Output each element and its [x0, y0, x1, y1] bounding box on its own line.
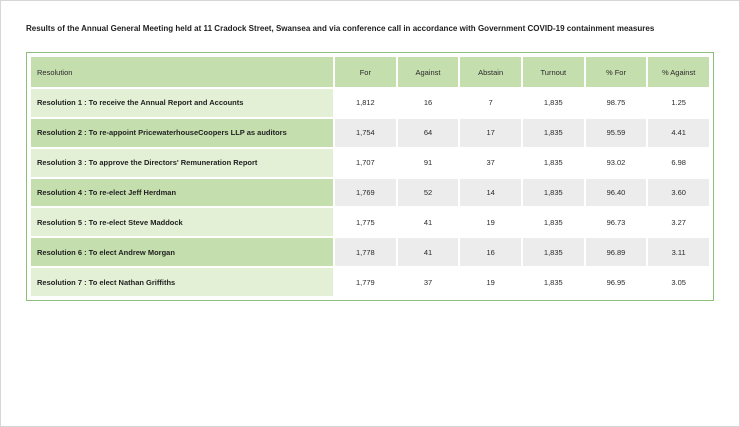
for-cell: 1,779 — [335, 268, 396, 296]
resolution-cell: Resolution 3 : To approve the Directors'… — [31, 148, 333, 177]
for-cell: 1,769 — [335, 178, 396, 207]
percent-for-cell: 96.89 — [585, 238, 647, 267]
for-cell: 1,707 — [335, 148, 396, 177]
resolution-cell: Resolution 7 : To elect Nathan Griffiths — [31, 268, 333, 296]
for-cell: 1,754 — [335, 118, 396, 147]
percent-against-cell: 3.05 — [648, 268, 709, 296]
turnout-cell: 1,835 — [522, 148, 584, 177]
percent-against-cell: 1.25 — [648, 89, 709, 117]
percent-against-cell: 3.11 — [648, 238, 709, 267]
table-header-row: Resolution For Against Abstain Turnout %… — [31, 57, 709, 87]
header-percent-against: % Against — [648, 57, 709, 87]
percent-against-cell: 3.60 — [648, 178, 709, 207]
turnout-cell: 1,835 — [522, 238, 584, 267]
resolution-cell: Resolution 6 : To elect Andrew Morgan — [31, 238, 333, 267]
table-row: Resolution 7 : To elect Nathan Griffiths… — [31, 268, 709, 296]
turnout-cell: 1,835 — [522, 118, 584, 147]
resolution-cell: Resolution 2 : To re-appoint Pricewaterh… — [31, 118, 333, 147]
header-percent-for: % For — [585, 57, 647, 87]
turnout-cell: 1,835 — [522, 178, 584, 207]
percent-for-cell: 95.59 — [585, 118, 647, 147]
abstain-cell: 37 — [460, 148, 521, 177]
for-cell: 1,812 — [335, 89, 396, 117]
for-cell: 1,778 — [335, 238, 396, 267]
percent-against-cell: 6.98 — [648, 148, 709, 177]
turnout-cell: 1,835 — [522, 208, 584, 237]
against-cell: 91 — [397, 148, 459, 177]
resolution-cell: Resolution 4 : To re-elect Jeff Herdman — [31, 178, 333, 207]
results-table: Resolution For Against Abstain Turnout %… — [29, 55, 711, 298]
percent-against-cell: 3.27 — [648, 208, 709, 237]
page-title: Results of the Annual General Meeting he… — [26, 24, 655, 33]
against-cell: 52 — [397, 178, 459, 207]
header-abstain: Abstain — [460, 57, 521, 87]
percent-for-cell: 93.02 — [585, 148, 647, 177]
table-row: Resolution 2 : To re-appoint Pricewaterh… — [31, 118, 709, 147]
against-cell: 37 — [397, 268, 459, 296]
turnout-cell: 1,835 — [522, 268, 584, 296]
percent-for-cell: 96.73 — [585, 208, 647, 237]
against-cell: 16 — [397, 89, 459, 117]
resolution-cell: Resolution 5 : To re-elect Steve Maddock — [31, 208, 333, 237]
against-cell: 41 — [397, 208, 459, 237]
abstain-cell: 17 — [460, 118, 521, 147]
header-resolution: Resolution — [31, 57, 333, 87]
percent-for-cell: 96.40 — [585, 178, 647, 207]
abstain-cell: 16 — [460, 238, 521, 267]
abstain-cell: 7 — [460, 89, 521, 117]
against-cell: 41 — [397, 238, 459, 267]
against-cell: 64 — [397, 118, 459, 147]
table-row: Resolution 5 : To re-elect Steve Maddock… — [31, 208, 709, 237]
abstain-cell: 14 — [460, 178, 521, 207]
results-table-container: Resolution For Against Abstain Turnout %… — [26, 52, 714, 301]
percent-for-cell: 96.95 — [585, 268, 647, 296]
header-for: For — [335, 57, 396, 87]
header-turnout: Turnout — [522, 57, 584, 87]
turnout-cell: 1,835 — [522, 89, 584, 117]
table-row: Resolution 1 : To receive the Annual Rep… — [31, 89, 709, 117]
resolution-cell: Resolution 1 : To receive the Annual Rep… — [31, 89, 333, 117]
header-against: Against — [397, 57, 459, 87]
abstain-cell: 19 — [460, 208, 521, 237]
abstain-cell: 19 — [460, 268, 521, 296]
percent-for-cell: 98.75 — [585, 89, 647, 117]
table-row: Resolution 4 : To re-elect Jeff Herdman … — [31, 178, 709, 207]
for-cell: 1,775 — [335, 208, 396, 237]
percent-against-cell: 4.41 — [648, 118, 709, 147]
table-row: Resolution 3 : To approve the Directors'… — [31, 148, 709, 177]
table-row: Resolution 6 : To elect Andrew Morgan 1,… — [31, 238, 709, 267]
